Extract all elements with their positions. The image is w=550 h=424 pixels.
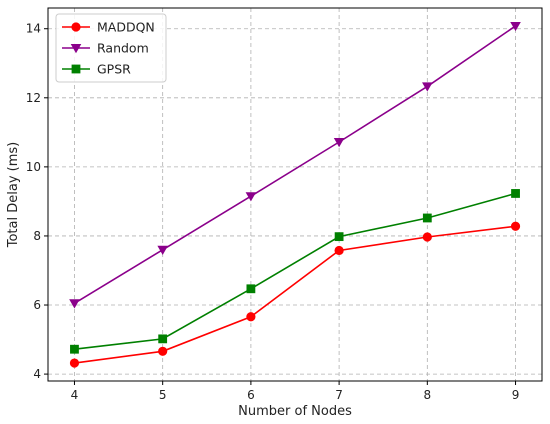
- data-point: [157, 245, 168, 255]
- legend-label: Random: [97, 41, 149, 56]
- legend-item: GPSR: [62, 62, 131, 77]
- y-tick-label: 14: [26, 22, 41, 36]
- x-tick-label: 8: [424, 388, 432, 402]
- series-maddqn: [69, 221, 521, 368]
- data-point: [246, 312, 256, 322]
- data-point: [422, 82, 433, 92]
- legend-marker: [70, 44, 82, 54]
- data-point: [70, 344, 79, 354]
- y-tick-label: 10: [26, 160, 41, 174]
- y-axis-label: Total Delay (ms): [6, 142, 21, 249]
- data-point: [334, 245, 344, 256]
- legend: MADDQN Random GPSR: [55, 13, 167, 83]
- y-tick-label: 4: [33, 367, 41, 381]
- x-axis: 4 5 6 7 8 9: [71, 381, 520, 402]
- x-tick-label: 7: [335, 388, 343, 402]
- data-point: [333, 138, 345, 148]
- plot-frame: [47, 7, 543, 382]
- x-tick-label: 9: [512, 388, 520, 402]
- x-tick-label: 6: [247, 388, 255, 402]
- legend-label: GPSR: [97, 62, 131, 77]
- data-point: [510, 221, 521, 231]
- legend-label: MADDQN: [97, 20, 155, 35]
- series-line: [74, 225, 516, 364]
- legend-item: MADDQN: [62, 20, 155, 35]
- series-random: [69, 21, 521, 309]
- legend-marker: [71, 22, 81, 32]
- data-point: [69, 299, 80, 309]
- x-tick-label: 5: [159, 388, 167, 402]
- data-point: [422, 232, 432, 242]
- x-tick-label: 4: [71, 388, 79, 402]
- series-gpsr: [70, 189, 520, 354]
- x-axis-label: Number of Nodes: [238, 404, 352, 419]
- data-point: [334, 232, 344, 242]
- legend-marker: [71, 64, 81, 74]
- data-point: [245, 192, 257, 202]
- data-point: [510, 21, 521, 32]
- data-point: [158, 346, 168, 356]
- y-tick-label: 8: [33, 229, 41, 243]
- series-line: [74, 25, 516, 304]
- series-line: [74, 192, 516, 351]
- data-point: [511, 189, 520, 198]
- y-tick-label: 12: [26, 91, 41, 105]
- data-point: [422, 213, 432, 223]
- data-point: [69, 358, 80, 368]
- legend-item: Random: [62, 41, 149, 56]
- legend-box: [55, 13, 167, 83]
- data-point: [246, 284, 256, 294]
- series-group: [69, 21, 521, 368]
- data-point: [158, 334, 168, 344]
- y-axis: 4 6 8 10 12 14: [26, 22, 48, 381]
- y-tick-label: 6: [33, 298, 41, 312]
